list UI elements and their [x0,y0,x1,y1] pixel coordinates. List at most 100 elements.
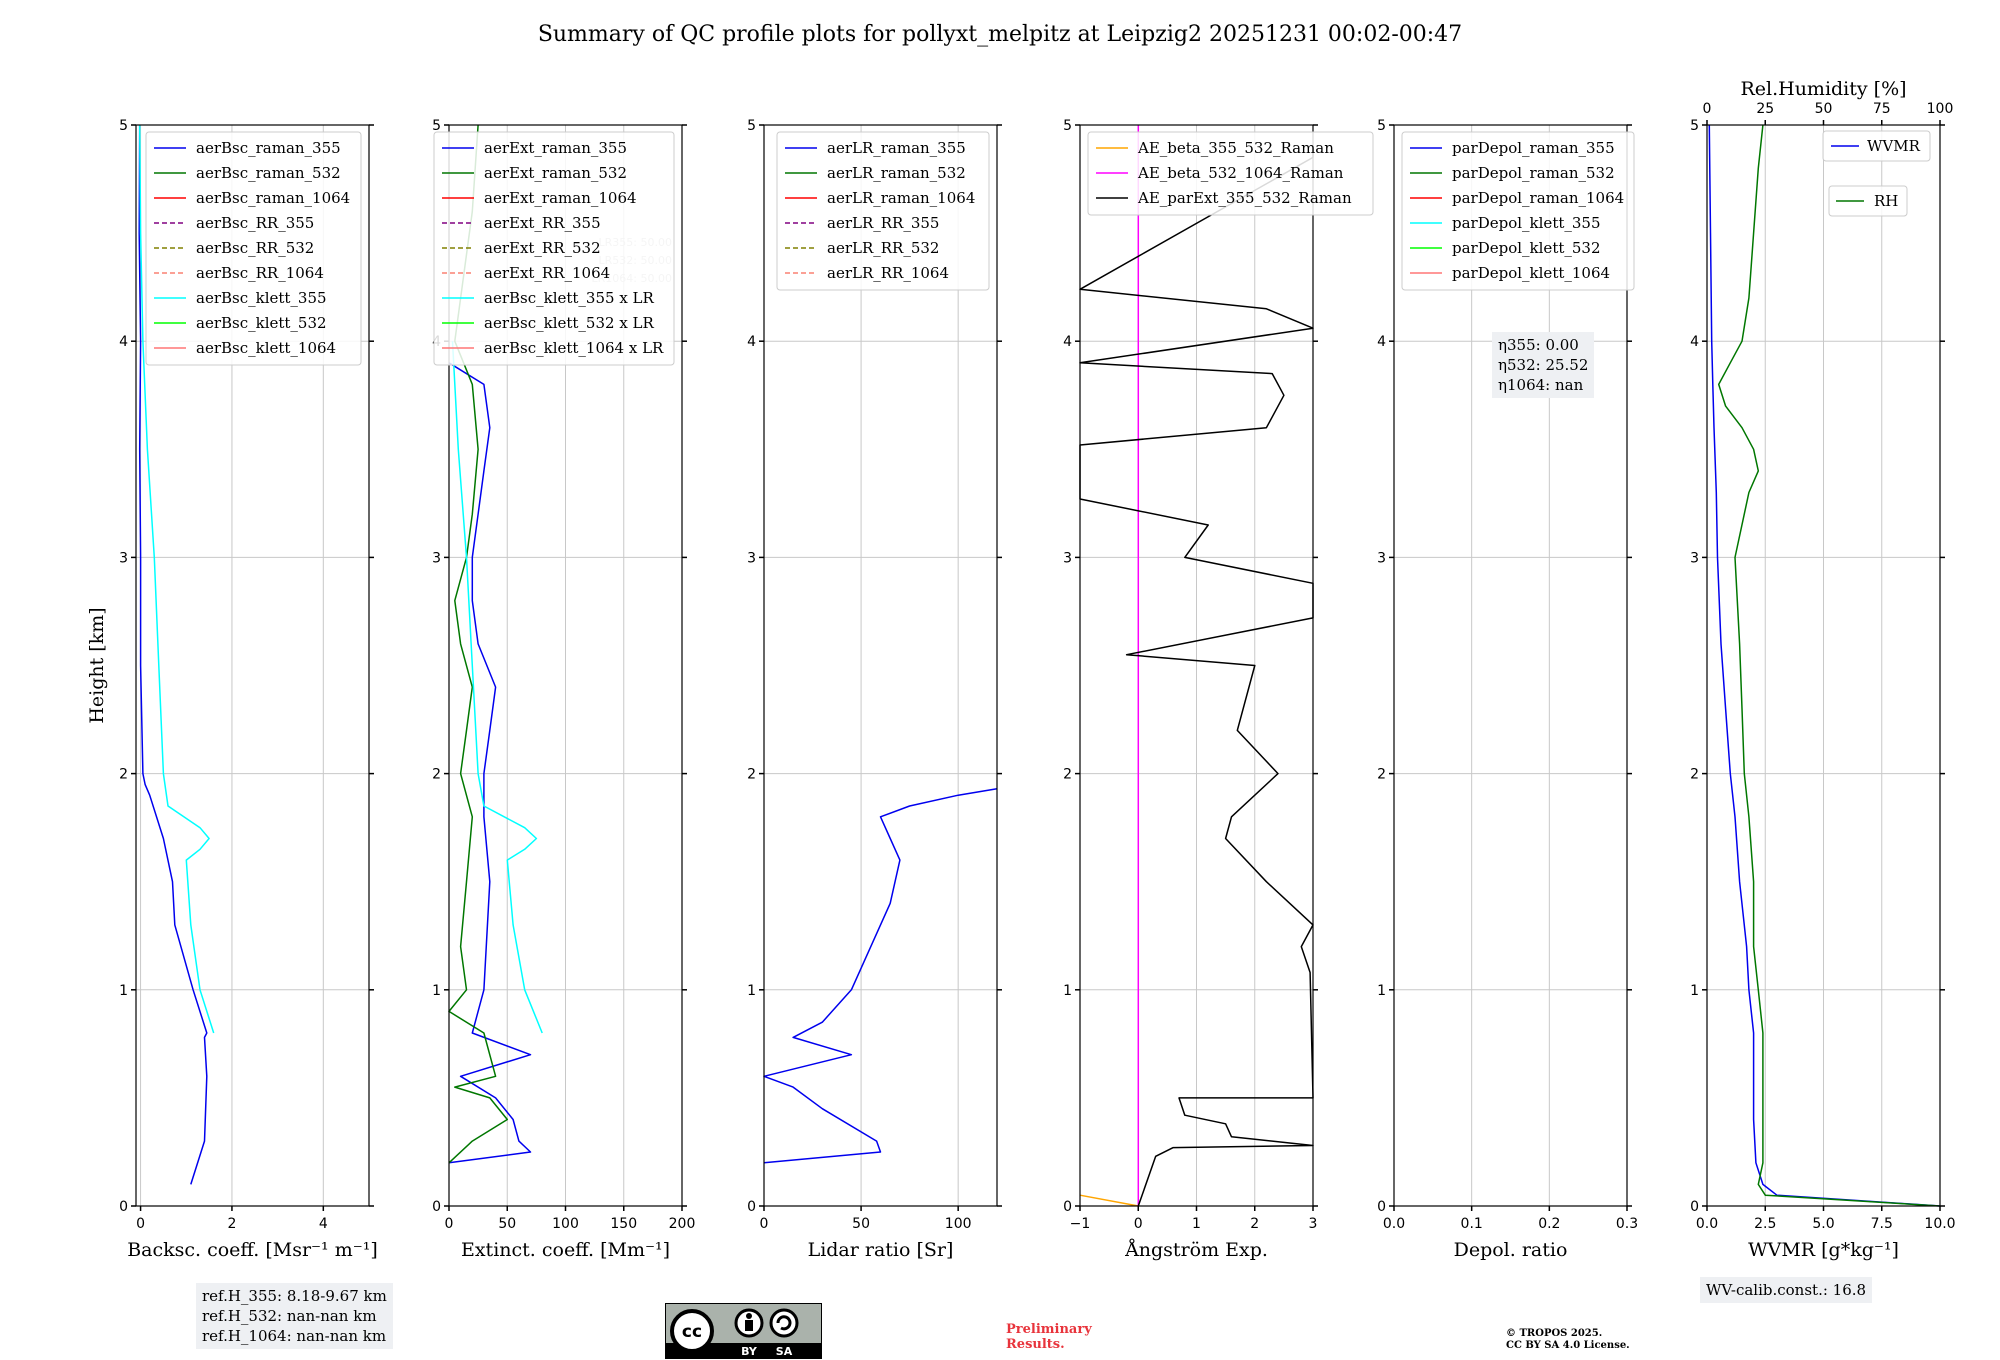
ref-heights-box: ref.H_355: 8.18-9.67 km ref.H_532: nan-n… [196,1283,393,1349]
panel-6-xtick-label: 5.0 [1812,1216,1834,1232]
panel-5-legend-label: parDepol_raman_355 [1452,139,1615,157]
panel-1-ylabel: Height [km] [86,607,108,723]
panel-6-legend-rh [1828,185,1908,217]
panel-2-legend-label: aerExt_RR_1064 [484,264,610,282]
panel-3-ytick-label: 1 [747,983,756,999]
ref-height-532: ref.H_532: nan-nan km [202,1307,377,1325]
copyright-line-1: © TROPOS 2025. [1506,1328,1603,1339]
panel-2-legend-label: aerBsc_klett_532 x LR [484,314,655,332]
panel-4-xtick-label: 2 [1250,1216,1259,1232]
panel-3-legend [776,131,990,291]
panel-4-xtick-label: −1 [1070,1216,1091,1232]
panel-1-ytick-label: 2 [119,767,128,783]
panel-1-frame [135,124,370,1207]
panel-4-xtick-label: 0 [1134,1216,1143,1232]
panel-4-ytick-label: 2 [1063,767,1072,783]
panel-3-legend-label: aerLR_RR_532 [827,239,939,257]
panel-2-legend-label: aerExt_raman_355 [484,139,627,157]
panel-2-ytick-label: 0 [432,1199,441,1215]
panel-4-series-AE_beta_355_532_Raman [1079,1194,1139,1207]
eta-532: η532: 25.52 [1498,356,1589,374]
panel-2-series-aerExt_raman_532 [448,124,509,1164]
panel-2-xlabel: Extinct. coeff. [Mm⁻¹] [461,1239,670,1261]
panel-2-ytick-label: 1 [432,983,441,999]
panel-1-xtick-label: 0 [136,1216,145,1232]
preliminary-line-2: Results. [1006,1337,1065,1352]
panel-5-legend-label: parDepol_klett_1064 [1452,264,1610,282]
panel-1-legend-label: aerBsc_klett_532 [196,314,327,332]
panel-1-legend-label: aerBsc_klett_355 [196,289,327,307]
panel-5-legend-label: parDepol_raman_532 [1452,164,1615,182]
panel-5-xtick-label: 0.3 [1616,1216,1638,1232]
panel-1-ytick-label: 3 [119,550,128,566]
panel-5-ytick-label: 5 [1377,118,1386,134]
panel-4-ytick-label: 1 [1063,983,1072,999]
svg-text:cc: cc [682,1322,702,1342]
panel-5-ytick-label: 0 [1377,1199,1386,1215]
panel-6-ytick-label: 3 [1690,550,1699,566]
panel-1-xtick-label: 2 [227,1216,236,1232]
panel-1-legend-label: aerBsc_raman_532 [196,164,341,182]
panel-5-legend-label: parDepol_raman_1064 [1452,189,1624,207]
panel-1-legend-label: aerBsc_klett_1064 [196,339,336,357]
eta-1064: η1064: nan [1498,376,1584,394]
panel-4-legend-label: AE_parExt_355_532_Raman [1137,189,1352,207]
panel-6-x2tick-label: 25 [1756,101,1774,117]
panel-6-series-RH [1717,124,1941,1207]
panel-5-legend-label: parDepol_klett_532 [1452,239,1601,257]
panel-3-xlabel: Lidar ratio [Sr] [808,1239,954,1261]
svg-text:SA: SA [776,1345,793,1358]
ref-height-1064: ref.H_1064: nan-nan km [202,1327,387,1345]
panel-6-x2tick-label: 50 [1815,101,1833,117]
ref-height-355: ref.H_355: 8.18-9.67 km [202,1287,387,1305]
panel-1-legend-label: aerBsc_raman_355 [196,139,341,157]
panel-3-legend-label: aerLR_RR_355 [827,214,939,232]
panel-3-xtick-label: 100 [945,1216,972,1232]
panel-5-ytick-label: 1 [1377,983,1386,999]
panel-3-ytick-label: 5 [747,118,756,134]
preliminary-line-1: Preliminary [1006,1322,1092,1337]
panel-3-frame [763,124,998,1207]
panel-1-series-aerBsc_klett_355 [138,124,215,1034]
sa-share-icon [769,1308,799,1338]
panel-4-xtick-label: 3 [1309,1216,1318,1232]
panel-2-xtick-label: 50 [498,1216,516,1232]
panel-6-legend-label: RH [1874,192,1898,210]
panel-2-ytick-label: 5 [432,118,441,134]
panel-1-legend-label: aerBsc_raman_1064 [196,189,350,207]
panel-2-legend-label: aerExt_raman_532 [484,164,627,182]
panel-2-legend [433,131,675,366]
panel-4-series-AE_parExt_355_532_Raman [1079,156,1314,1207]
panel-2-ytick-label: 2 [432,767,441,783]
panel-1-series-aerBsc_raman_355 [138,124,208,1185]
wv-calib-box: WV-calib.const.: 16.8 [1700,1277,1873,1303]
panel-2-xtick-label: 0 [445,1216,454,1232]
panel-6-series-WVMR [1708,124,1941,1207]
panel-5-xtick-label: 0.2 [1538,1216,1560,1232]
panel-6-ytick-label: 4 [1690,334,1699,350]
panel-5-ytick-label: 2 [1377,767,1386,783]
panel-6-x2tick-label: 0 [1703,101,1712,117]
panel-4-ytick-label: 0 [1063,1199,1072,1215]
panel-2-series-aerExt_raman_355 [448,362,532,1164]
panel-5-xlabel: Depol. ratio [1454,1239,1568,1261]
copyright-line-2: CC BY SA 4.0 License. [1506,1340,1630,1351]
panel-3-legend-label: aerLR_raman_1064 [827,189,975,207]
panel-3-ytick-label: 0 [747,1199,756,1215]
panel-3-legend-label: aerLR_raman_532 [827,164,966,182]
eta-355: η355: 0.00 [1498,336,1579,354]
panel-6-ytick-label: 5 [1690,118,1699,134]
panel-2-legend-label: aerBsc_klett_355 x LR [484,289,655,307]
panel-1-xlabel: Backsc. coeff. [Msr⁻¹ m⁻¹] [127,1239,378,1261]
panel-6-xtick-label: 7.5 [1871,1216,1893,1232]
panel-3-ytick-label: 4 [747,334,756,350]
panel-1-legend-label: aerBsc_RR_532 [196,239,314,257]
panel-2-legend-label: aerExt_RR_355 [484,214,601,232]
panel-2-ytick-label: 3 [432,550,441,566]
panel-6-x2tick-label: 100 [1927,101,1954,117]
panel-1-legend-label: aerBsc_RR_355 [196,214,314,232]
panel-6-ytick-label: 2 [1690,767,1699,783]
panel-6-x2tick-label: 75 [1873,101,1891,117]
panel-6-xtick-label: 2.5 [1754,1216,1776,1232]
